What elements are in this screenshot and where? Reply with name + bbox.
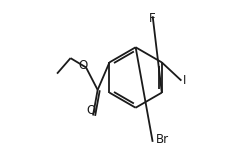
Text: Br: Br bbox=[156, 133, 169, 146]
Text: O: O bbox=[86, 104, 95, 117]
Text: I: I bbox=[183, 74, 186, 87]
Text: O: O bbox=[78, 59, 88, 72]
Text: F: F bbox=[149, 12, 156, 25]
